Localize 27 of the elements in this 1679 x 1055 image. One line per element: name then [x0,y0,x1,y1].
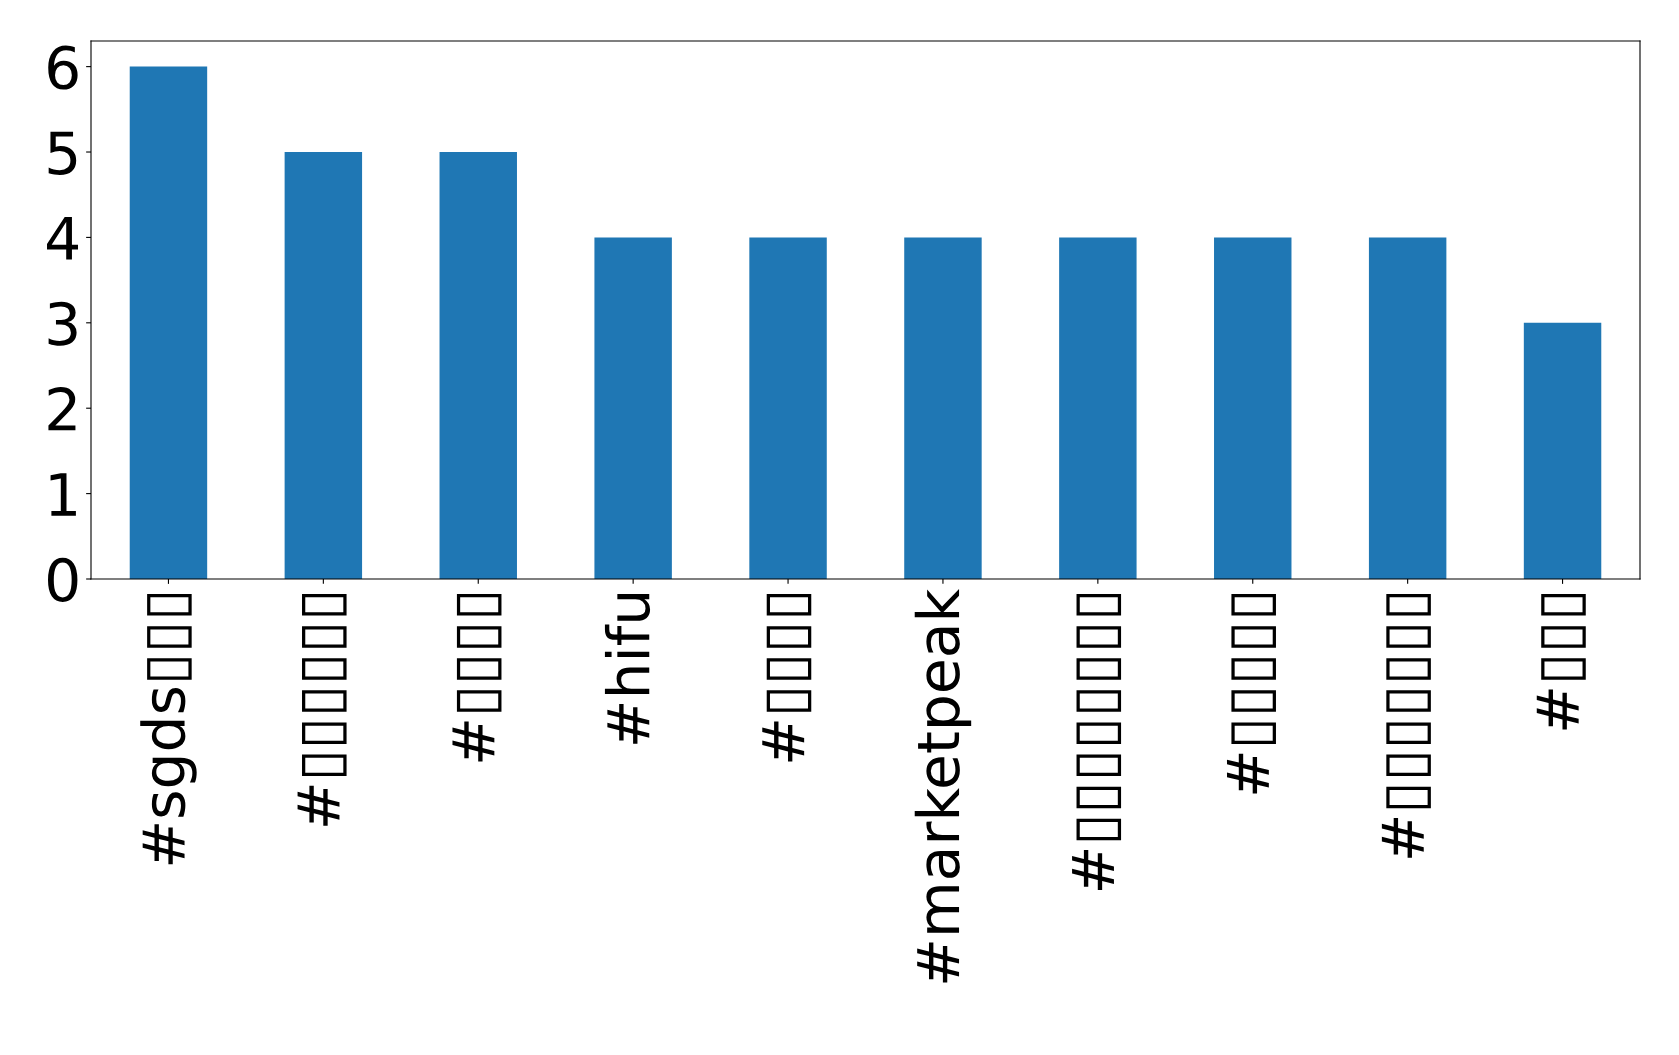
x-tick-label: #▯▯▯▯ [762,594,812,762]
bar [1523,322,1602,579]
y-tick-label: 4 [47,217,79,260]
y-tick-label: 1 [50,473,76,516]
x-tick-label: #sgds▯▯▯ [140,594,197,865]
bar [749,237,827,579]
y-tick-label: 2 [48,387,76,431]
x-tick-label: #marketpeak [914,588,972,983]
bar [1368,237,1447,579]
y-tick-label: 3 [48,301,77,346]
bar [594,237,672,579]
x-tick-label: #▯▯▯ [1536,594,1586,730]
x-tick-label: #▯▯▯▯ [452,594,502,762]
x-tick-label: #▯▯▯▯▯▯▯ [1381,594,1431,858]
bar [129,66,208,579]
bar [1214,237,1292,579]
x-tick-label: #hifu [604,594,651,744]
y-tick-label: 6 [48,45,78,90]
x-tick-label: #▯▯▯▯▯▯▯▯ [1072,594,1122,890]
bar [1059,237,1137,579]
y-tick-label: 0 [48,557,78,602]
bar [904,237,982,579]
bar [439,152,517,579]
y-tick-label: 5 [48,131,77,176]
x-tick-label: #▯▯▯▯▯ [1226,594,1276,794]
bar [284,152,363,579]
x-tick-label: #▯▯▯▯▯▯ [297,594,347,826]
